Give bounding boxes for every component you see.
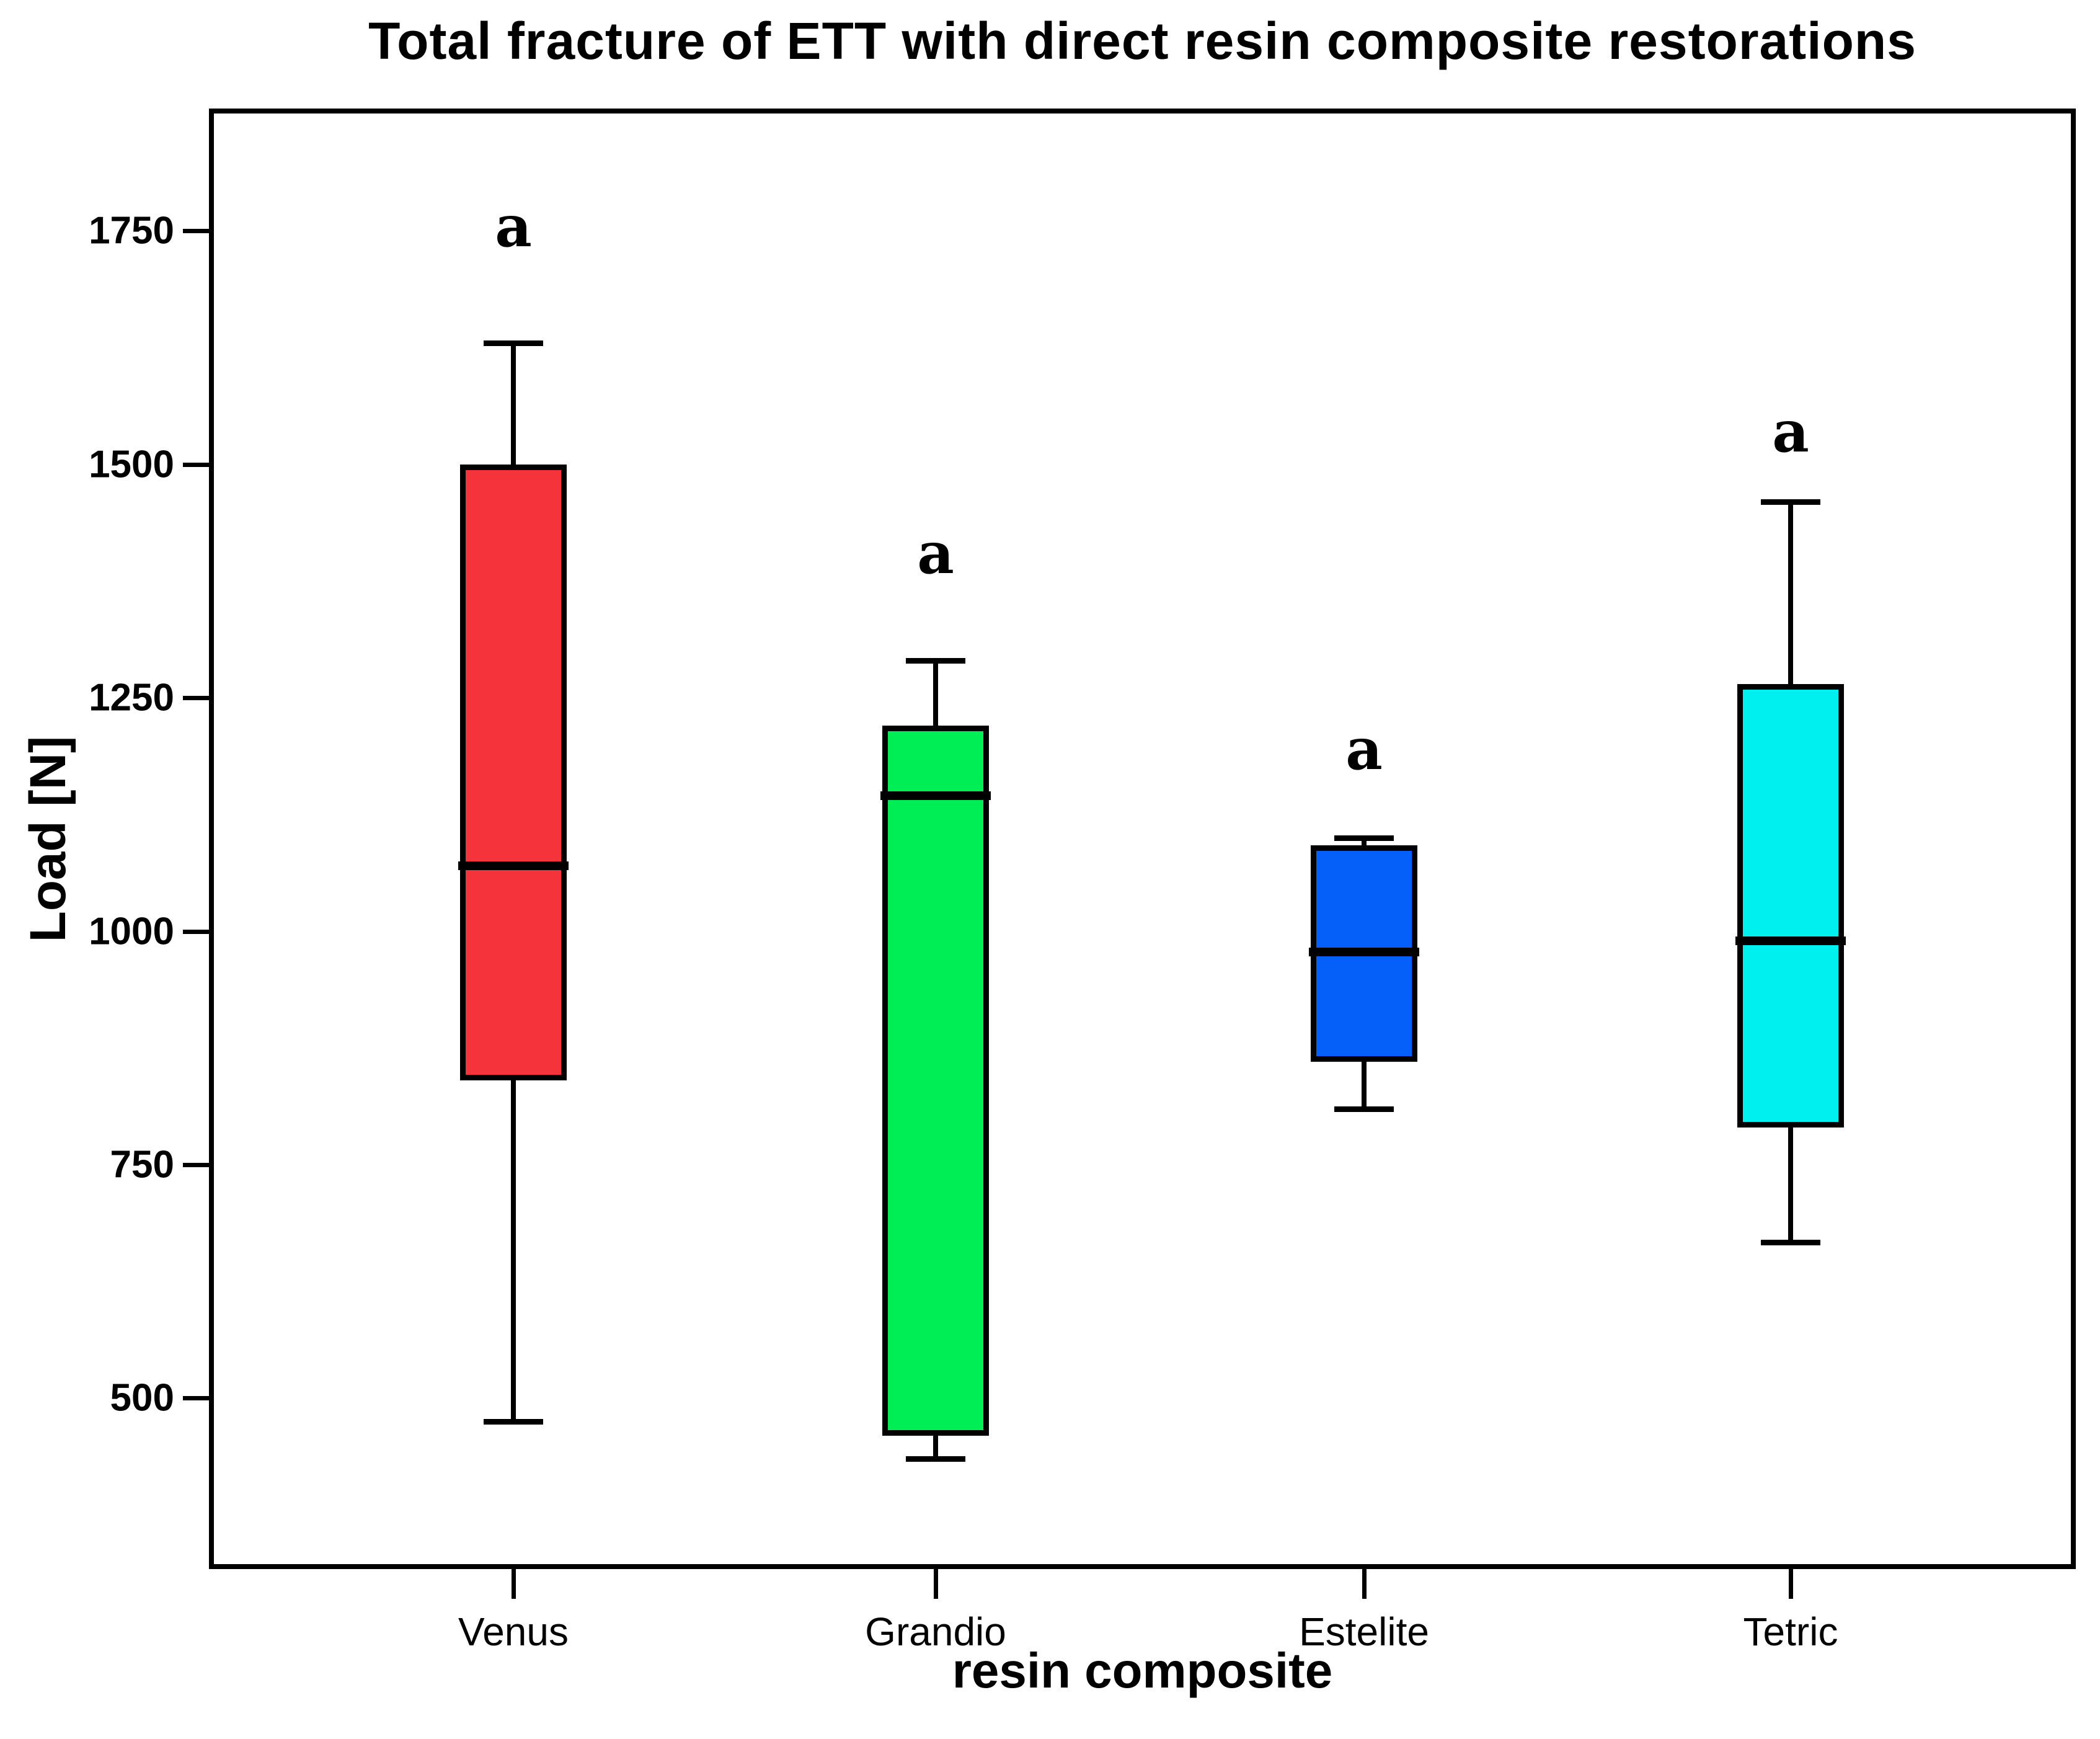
- box-tetric: [1737, 683, 1844, 1127]
- y-tick-label: 500: [110, 1376, 174, 1420]
- chart-title: Total fracture of ETT with direct resin …: [368, 12, 1916, 70]
- y-tick-label: 1250: [89, 676, 174, 719]
- x-tick-mark: [934, 1569, 938, 1599]
- median-line: [1735, 936, 1846, 945]
- y-tick-label: 1000: [89, 910, 174, 953]
- annotation-tetric: a: [1772, 398, 1809, 465]
- median-line: [458, 861, 569, 871]
- whisker-cap-top: [1761, 499, 1820, 505]
- x-tick-label: Tetric: [1743, 1609, 1838, 1654]
- whisker-cap-bottom: [1334, 1106, 1394, 1112]
- whisker-cap-top: [906, 657, 965, 664]
- x-tick-mark: [1362, 1569, 1367, 1599]
- x-axis-title: resin composite: [952, 1643, 1333, 1698]
- median-line: [1309, 947, 1419, 956]
- whisker-cap-top: [484, 340, 543, 346]
- x-tick-mark: [1789, 1569, 1793, 1599]
- whisker-cap-bottom: [906, 1456, 965, 1462]
- y-tick-mark: [183, 229, 209, 234]
- y-tick-mark: [183, 929, 209, 934]
- whisker-cap-bottom: [484, 1419, 543, 1425]
- y-tick-label: 750: [110, 1143, 174, 1186]
- y-tick-mark: [183, 696, 209, 701]
- x-tick-label: Estelite: [1299, 1609, 1429, 1654]
- y-tick-mark: [183, 462, 209, 467]
- annotation-estelite: a: [1345, 715, 1383, 783]
- x-tick-mark: [512, 1569, 516, 1599]
- x-tick-label: Grandio: [865, 1609, 1006, 1654]
- box-grandio: [882, 726, 989, 1436]
- y-tick-mark: [183, 1396, 209, 1401]
- median-line: [880, 791, 991, 801]
- whisker-cap-top: [1334, 835, 1394, 841]
- annotation-venus: a: [495, 192, 532, 260]
- whisker-cap-bottom: [1761, 1239, 1820, 1245]
- annotation-grandio: a: [917, 519, 954, 587]
- box-venus: [460, 464, 567, 1081]
- y-tick-label: 1750: [89, 209, 174, 252]
- x-tick-label: Venus: [458, 1609, 569, 1654]
- y-tick-mark: [183, 1163, 209, 1167]
- y-tick-label: 1500: [89, 443, 174, 486]
